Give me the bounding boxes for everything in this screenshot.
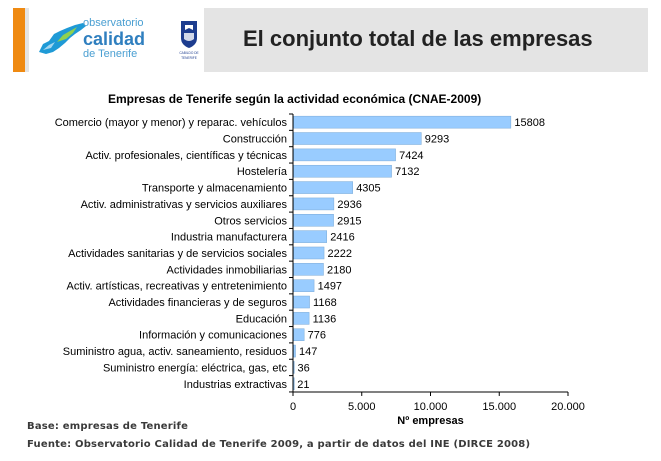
data-label: 7424 [399, 150, 423, 162]
x-tick-label: 10.000 [414, 401, 448, 413]
bar [293, 361, 295, 374]
category-label: Educación [236, 313, 287, 325]
svg-text:TENERIFE: TENERIFE [181, 56, 197, 60]
x-tick-label: 0 [290, 401, 296, 413]
bar [293, 148, 396, 162]
page-title: El conjunto total de las empresas [243, 26, 593, 51]
accent-bar [13, 8, 25, 72]
data-label: 2180 [327, 264, 351, 276]
x-axis-title: Nº empresas [397, 415, 463, 427]
logo-line-3: de Tenerife [83, 48, 138, 60]
data-label: 1168 [313, 297, 337, 309]
bar [293, 230, 327, 243]
data-label: 9293 [425, 134, 449, 146]
data-label: 2936 [337, 199, 361, 211]
bar [293, 115, 512, 129]
bar [293, 295, 310, 309]
category-label: Actividades sanitarias y de servicios so… [68, 248, 287, 260]
data-label: 2915 [337, 215, 361, 227]
bar [293, 181, 353, 194]
category-label: Otros servicios [214, 215, 287, 227]
bar [293, 328, 305, 341]
category-label: Industria manufacturera [171, 232, 288, 244]
logo: observatorio calidad de Tenerife CABILDO… [29, 8, 204, 72]
category-label: Actividades financieras y de seguros [108, 297, 287, 309]
data-label: 2222 [328, 248, 352, 260]
bar [293, 214, 334, 227]
bar [293, 312, 310, 325]
data-label: 7132 [395, 166, 419, 178]
logo-line-1: observatorio [83, 17, 144, 29]
category-label: Hostelería [237, 166, 288, 178]
data-label: 1497 [318, 281, 342, 293]
bar [293, 377, 295, 391]
data-label: 4305 [356, 183, 380, 195]
data-label: 147 [299, 346, 317, 358]
category-label: Transporte y almacenamiento [142, 183, 287, 195]
data-label: 21 [297, 379, 309, 391]
category-label: Actividades inmobiliarias [167, 264, 288, 276]
category-label: Suministro energía: eléctrica, gas, etc [103, 362, 288, 374]
data-label: 776 [308, 330, 326, 342]
cabildo-seal-icon: CABILDO DE TENERIFE [179, 21, 199, 60]
category-label: Información y comunicaciones [139, 330, 287, 342]
bar [293, 279, 315, 292]
data-label: 15808 [514, 117, 545, 129]
logo-line-2: calidad [83, 29, 146, 49]
x-tick-label: 15.000 [482, 401, 516, 413]
category-label: Industrias extractivas [184, 379, 288, 391]
bar [293, 164, 392, 178]
bar [293, 246, 325, 260]
category-label: Comercio (mayor y menor) y reparac. vehí… [55, 117, 288, 129]
svg-text:CABILDO DE: CABILDO DE [179, 51, 198, 55]
x-tick-label: 5.000 [348, 401, 376, 413]
header-band: observatorio calidad de Tenerife CABILDO… [13, 8, 648, 72]
data-label: 36 [297, 362, 309, 374]
category-label: Activ. profesionales, científicas y técn… [85, 150, 287, 162]
bar [293, 263, 324, 276]
source-note: Fuente: Observatorio Calidad de Tenerife… [27, 439, 531, 450]
x-tick-label: 20.000 [551, 401, 585, 413]
base-note: Base: empresas de Tenerife [27, 421, 189, 432]
bar [293, 132, 422, 145]
category-label: Suministro agua, activ. saneamiento, res… [63, 346, 288, 358]
category-label: Construcción [223, 134, 287, 146]
data-label: 1136 [313, 313, 337, 325]
category-label: Activ. administrativas y servicios auxil… [81, 199, 288, 211]
category-label: Activ. artísticas, recreativas y entrete… [67, 281, 288, 293]
bar [293, 197, 335, 211]
tenerife-island-icon [39, 23, 86, 54]
data-label: 2416 [330, 232, 354, 244]
bar [293, 344, 296, 358]
chart-title: Empresas de Tenerife según la actividad … [108, 92, 482, 106]
